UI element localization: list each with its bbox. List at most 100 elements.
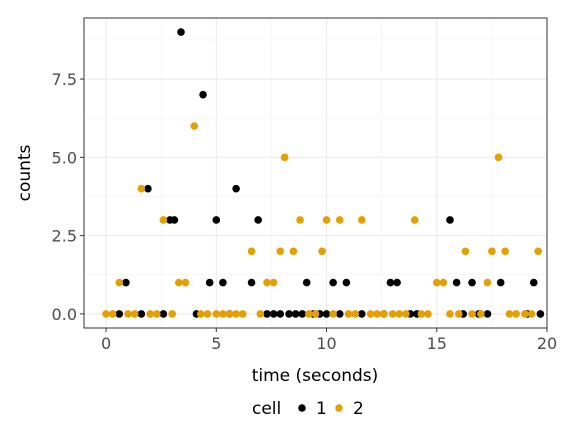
point-cell-2 [212, 310, 221, 318]
point-cell-1 [329, 278, 337, 287]
point-cell-2 [124, 310, 132, 318]
point-cell-2 [461, 247, 470, 256]
point-cell-2 [351, 310, 359, 318]
point-cell-1 [254, 216, 262, 224]
point-cell-2 [424, 310, 432, 318]
x-tick-label: 5 [211, 334, 221, 353]
point-cell-2 [256, 310, 265, 318]
point-cell-2 [115, 278, 124, 287]
point-cell-2 [263, 278, 271, 287]
point-cell-2 [527, 310, 536, 318]
point-cell-2 [329, 310, 337, 318]
point-cell-2 [289, 247, 298, 256]
point-cell-2 [318, 247, 326, 256]
point-cell-1 [219, 278, 227, 287]
point-cell-2 [417, 310, 426, 318]
point-cell-2 [181, 278, 190, 287]
point-cell-2 [488, 247, 496, 256]
point-cell-2 [311, 310, 320, 318]
point-cell-1 [298, 310, 307, 318]
point-cell-1 [496, 278, 505, 287]
point-cell-2 [494, 153, 503, 162]
point-cell-2 [305, 310, 313, 318]
point-cell-2 [501, 247, 509, 256]
point-cell-2 [203, 310, 212, 318]
point-cell-1 [386, 278, 395, 287]
point-cell-2 [373, 310, 382, 318]
point-cell-2 [219, 310, 227, 318]
point-cell-2 [395, 310, 404, 318]
point-cell-1 [446, 216, 454, 224]
point-cell-1 [159, 310, 168, 318]
point-cell-2 [322, 216, 331, 224]
point-cell-1 [358, 310, 366, 318]
plot-panel [83, 17, 548, 329]
point-cell-2 [225, 310, 234, 318]
legend-title: cell [252, 399, 281, 419]
point-cell-2 [366, 310, 375, 318]
point-cell-2 [280, 153, 289, 162]
point-cell-2 [446, 310, 454, 318]
point-cell-2 [190, 122, 199, 130]
point-cell-1 [468, 278, 476, 287]
y-tick-label: 5.0 [52, 148, 77, 167]
legend-label-1: 1 [316, 399, 327, 419]
point-cell-2 [269, 278, 278, 287]
point-cell-1 [269, 310, 278, 318]
point-cell-2 [439, 278, 448, 287]
point-cell-1 [335, 310, 344, 318]
point-cell-2 [483, 278, 492, 287]
data-points [102, 28, 545, 318]
point-cell-2 [468, 310, 476, 318]
x-axis-ticks: 0 5 10 15 20 [101, 328, 557, 353]
point-cell-1 [291, 310, 300, 318]
point-cell-2 [197, 310, 205, 318]
point-cell-2 [232, 310, 240, 318]
plot-border [83, 17, 548, 329]
point-cell-2 [296, 216, 304, 224]
point-cell-1 [263, 310, 271, 318]
point-cell-2 [168, 310, 176, 318]
point-cell-1 [302, 278, 311, 287]
legend-label-2: 2 [353, 399, 364, 419]
point-cell-2 [505, 310, 514, 318]
point-cell-2 [247, 247, 256, 256]
legend-key-2 [335, 404, 343, 412]
point-cell-1 [137, 310, 146, 318]
x-axis-title: time (seconds) [252, 366, 379, 386]
x-tick-label: 0 [101, 334, 111, 353]
point-cell-1 [322, 310, 331, 318]
point-cell-2 [534, 247, 542, 256]
point-cell-1 [232, 184, 240, 193]
point-cell-1 [199, 90, 207, 99]
point-cell-2 [477, 310, 485, 318]
point-cell-1 [205, 278, 214, 287]
point-cell-2 [388, 310, 397, 318]
y-axis-ticks: 0.0 2.5 5.0 7.5 [52, 70, 84, 324]
point-cell-1 [276, 310, 285, 318]
point-cell-1 [285, 310, 293, 318]
point-cell-2 [146, 310, 154, 318]
y-axis-title: counts [15, 144, 35, 201]
point-cell-1 [536, 310, 545, 318]
point-cell-2 [402, 310, 410, 318]
point-cell-1 [115, 310, 124, 318]
y-tick-label: 2.5 [52, 227, 77, 246]
point-cell-1 [122, 278, 130, 287]
legend: cell 1 2 [252, 399, 364, 419]
point-cell-2 [137, 184, 146, 193]
point-cell-2 [335, 216, 344, 224]
x-tick-label: 10 [316, 334, 336, 353]
point-cell-2 [358, 216, 366, 224]
point-cell-2 [380, 310, 388, 318]
point-cell-2 [344, 310, 353, 318]
x-tick-label: 15 [427, 334, 447, 353]
point-cell-2 [152, 310, 161, 318]
point-cell-1 [144, 184, 152, 193]
point-cell-1 [170, 216, 179, 224]
y-tick-label: 0.0 [52, 305, 77, 324]
point-cell-1 [483, 310, 492, 318]
point-cell-2 [159, 216, 168, 224]
point-cell-2 [432, 278, 441, 287]
